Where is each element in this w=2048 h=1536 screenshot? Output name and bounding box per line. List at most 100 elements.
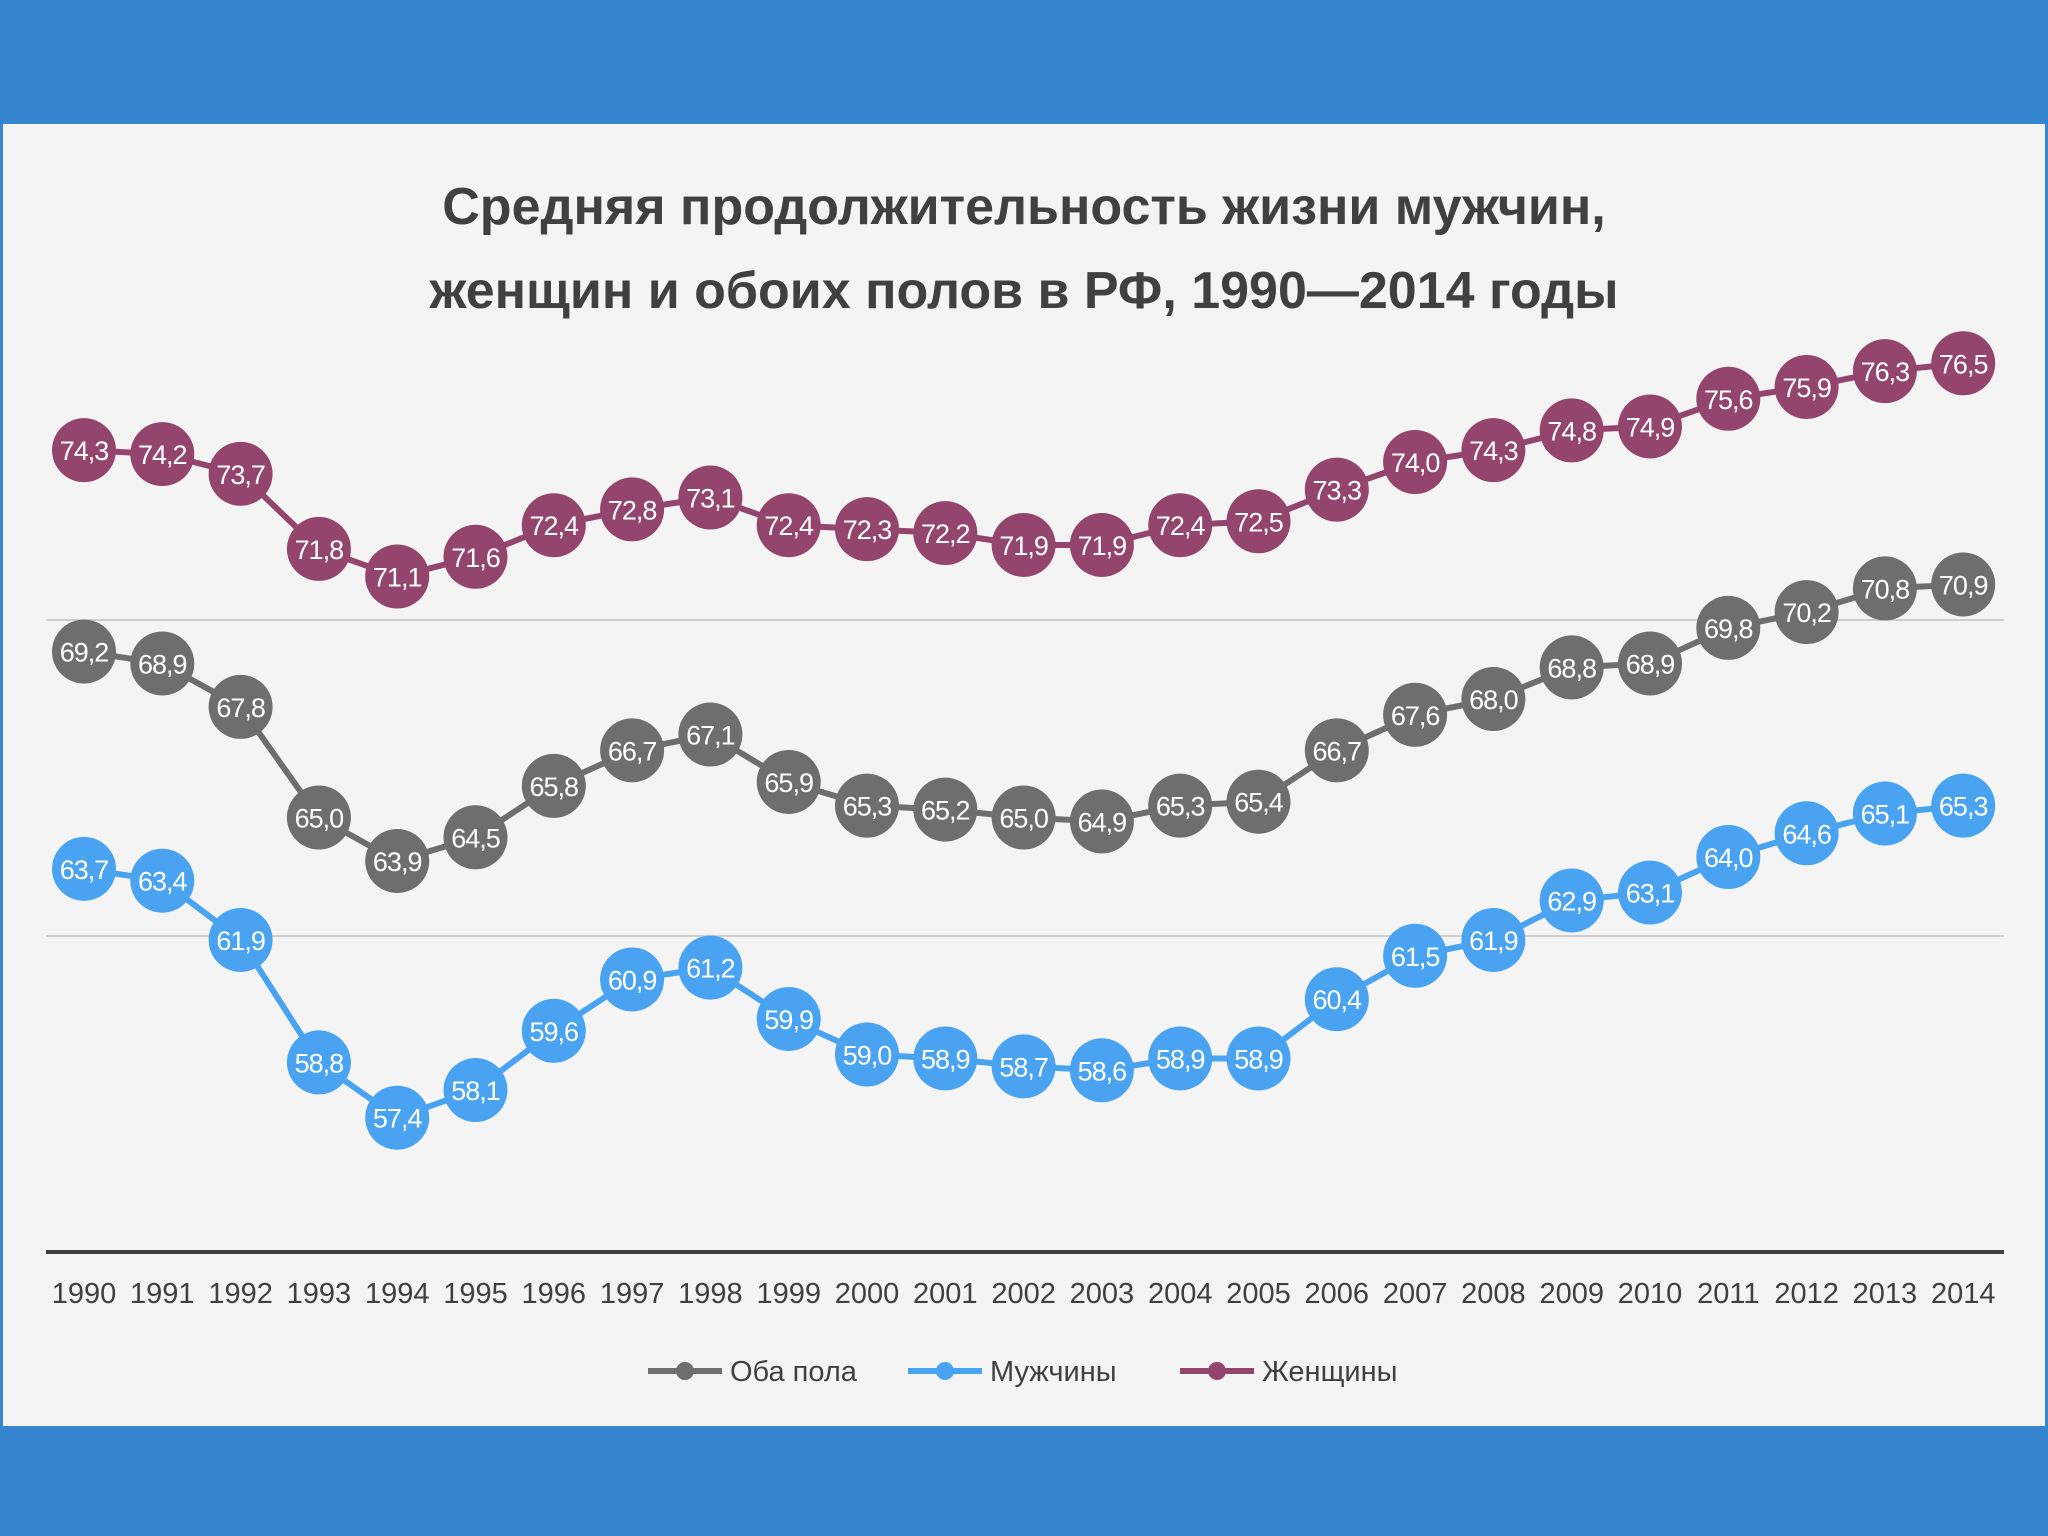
data-point (600, 477, 665, 542)
data-label: 74,9 (1626, 412, 1675, 442)
data-label: 76,3 (1861, 357, 1910, 387)
bottom-band (0, 1428, 2048, 1536)
data-label: 74,8 (1547, 416, 1596, 446)
data-point (1461, 907, 1526, 972)
x-tick-label: 1992 (208, 1278, 273, 1310)
data-point (443, 1058, 508, 1123)
data-point (991, 785, 1056, 850)
data-label: 72,2 (921, 519, 970, 549)
data-label: 71,8 (295, 535, 344, 565)
data-label: 57,4 (373, 1104, 423, 1134)
data-point (991, 512, 1056, 577)
legend-label: Женщины (1262, 1356, 1397, 1388)
chart-panel (3, 124, 2045, 1426)
data-point (913, 1026, 978, 1091)
legend-item: Оба пола (648, 1356, 858, 1388)
data-label: 68,9 (1626, 649, 1675, 679)
data-point (1304, 967, 1369, 1032)
data-point (1931, 552, 1996, 617)
data-label: 74,0 (1391, 448, 1440, 478)
legend-marker-swatch (1208, 1362, 1226, 1380)
data-label: 73,3 (1313, 476, 1362, 506)
data-point (756, 749, 821, 814)
data-point (1069, 512, 1134, 577)
x-tick-label: 1996 (522, 1278, 587, 1310)
data-point (678, 935, 743, 1000)
x-tick-label: 2014 (1931, 1278, 1996, 1310)
data-point (1383, 430, 1448, 494)
legend-marker-swatch (936, 1362, 954, 1380)
data-label: 68,0 (1469, 685, 1518, 715)
data-label: 58,7 (999, 1052, 1048, 1082)
data-label: 58,9 (1234, 1044, 1283, 1074)
data-point (52, 619, 116, 684)
data-point (365, 828, 430, 893)
x-tick-label: 1991 (130, 1278, 195, 1310)
data-label: 68,9 (138, 649, 187, 679)
data-label: 65,9 (764, 768, 813, 798)
data-point (1069, 1038, 1134, 1103)
data-label: 58,9 (1156, 1044, 1205, 1074)
data-point (678, 465, 743, 530)
data-label: 75,6 (1704, 385, 1753, 415)
data-label: 72,5 (1234, 507, 1283, 537)
x-tick-label: 2008 (1461, 1278, 1526, 1310)
data-point (365, 1085, 430, 1150)
data-point (443, 805, 508, 870)
data-label: 71,1 (373, 563, 422, 593)
data-point (1696, 366, 1761, 431)
data-point (1383, 682, 1448, 747)
data-label: 61,5 (1391, 942, 1440, 972)
x-tick-label: 1999 (756, 1278, 821, 1310)
series-layer: 69,2 68,9 67,8 65,0 63,9 64,5 65,8 66,7 67,1 65,9… (52, 331, 1996, 1150)
data-label: 70,9 (1939, 570, 1988, 600)
data-label: 65,3 (843, 792, 892, 822)
x-tick-label: 2010 (1618, 1278, 1683, 1310)
data-point (756, 493, 821, 558)
data-point (1226, 769, 1291, 834)
data-point (208, 907, 273, 972)
x-tick-label: 2003 (1070, 1278, 1135, 1310)
data-point (913, 777, 978, 842)
data-point (208, 674, 273, 739)
data-label: 65,1 (1861, 800, 1910, 830)
data-point (1618, 860, 1682, 925)
data-label: 67,1 (686, 721, 735, 751)
x-tick-label: 2006 (1305, 1278, 1370, 1310)
data-point (443, 524, 508, 589)
x-tick-label: 1990 (52, 1278, 117, 1310)
data-label: 76,5 (1939, 349, 1988, 379)
data-point (1618, 631, 1682, 696)
data-point (1461, 418, 1526, 483)
data-point (1304, 457, 1369, 522)
legend-label: Мужчины (990, 1356, 1117, 1388)
data-label: 58,6 (1078, 1056, 1127, 1086)
data-label: 70,2 (1782, 598, 1831, 628)
data-point (286, 1030, 351, 1095)
data-label: 70,8 (1861, 574, 1910, 604)
data-label: 73,7 (216, 460, 265, 490)
data-label: 72,4 (1156, 511, 1206, 541)
data-point (1852, 339, 1917, 404)
data-label: 58,1 (451, 1076, 500, 1106)
data-label: 64,9 (1078, 807, 1127, 837)
data-label: 66,7 (608, 736, 657, 766)
x-tick-label: 2011 (1697, 1278, 1759, 1310)
data-label: 72,4 (530, 511, 580, 541)
data-point (1852, 556, 1917, 621)
data-label: 74,3 (1469, 436, 1518, 466)
data-point (365, 544, 430, 609)
data-point (835, 1022, 899, 1087)
data-point (1931, 331, 1996, 396)
data-label: 60,4 (1313, 985, 1363, 1015)
data-label: 72,8 (608, 495, 657, 525)
legend-item: Женщины (1180, 1356, 1397, 1388)
data-point (1696, 825, 1761, 889)
data-label: 69,2 (60, 638, 109, 668)
top-band (0, 0, 2048, 122)
data-label: 64,5 (451, 823, 500, 853)
data-point (521, 493, 586, 558)
data-point (600, 718, 665, 783)
series-0: 69,2 68,9 67,8 65,0 63,9 64,5 65,8 66,7 67,1 65,9… (52, 552, 1996, 893)
legend-item: Мужчины (908, 1356, 1117, 1388)
